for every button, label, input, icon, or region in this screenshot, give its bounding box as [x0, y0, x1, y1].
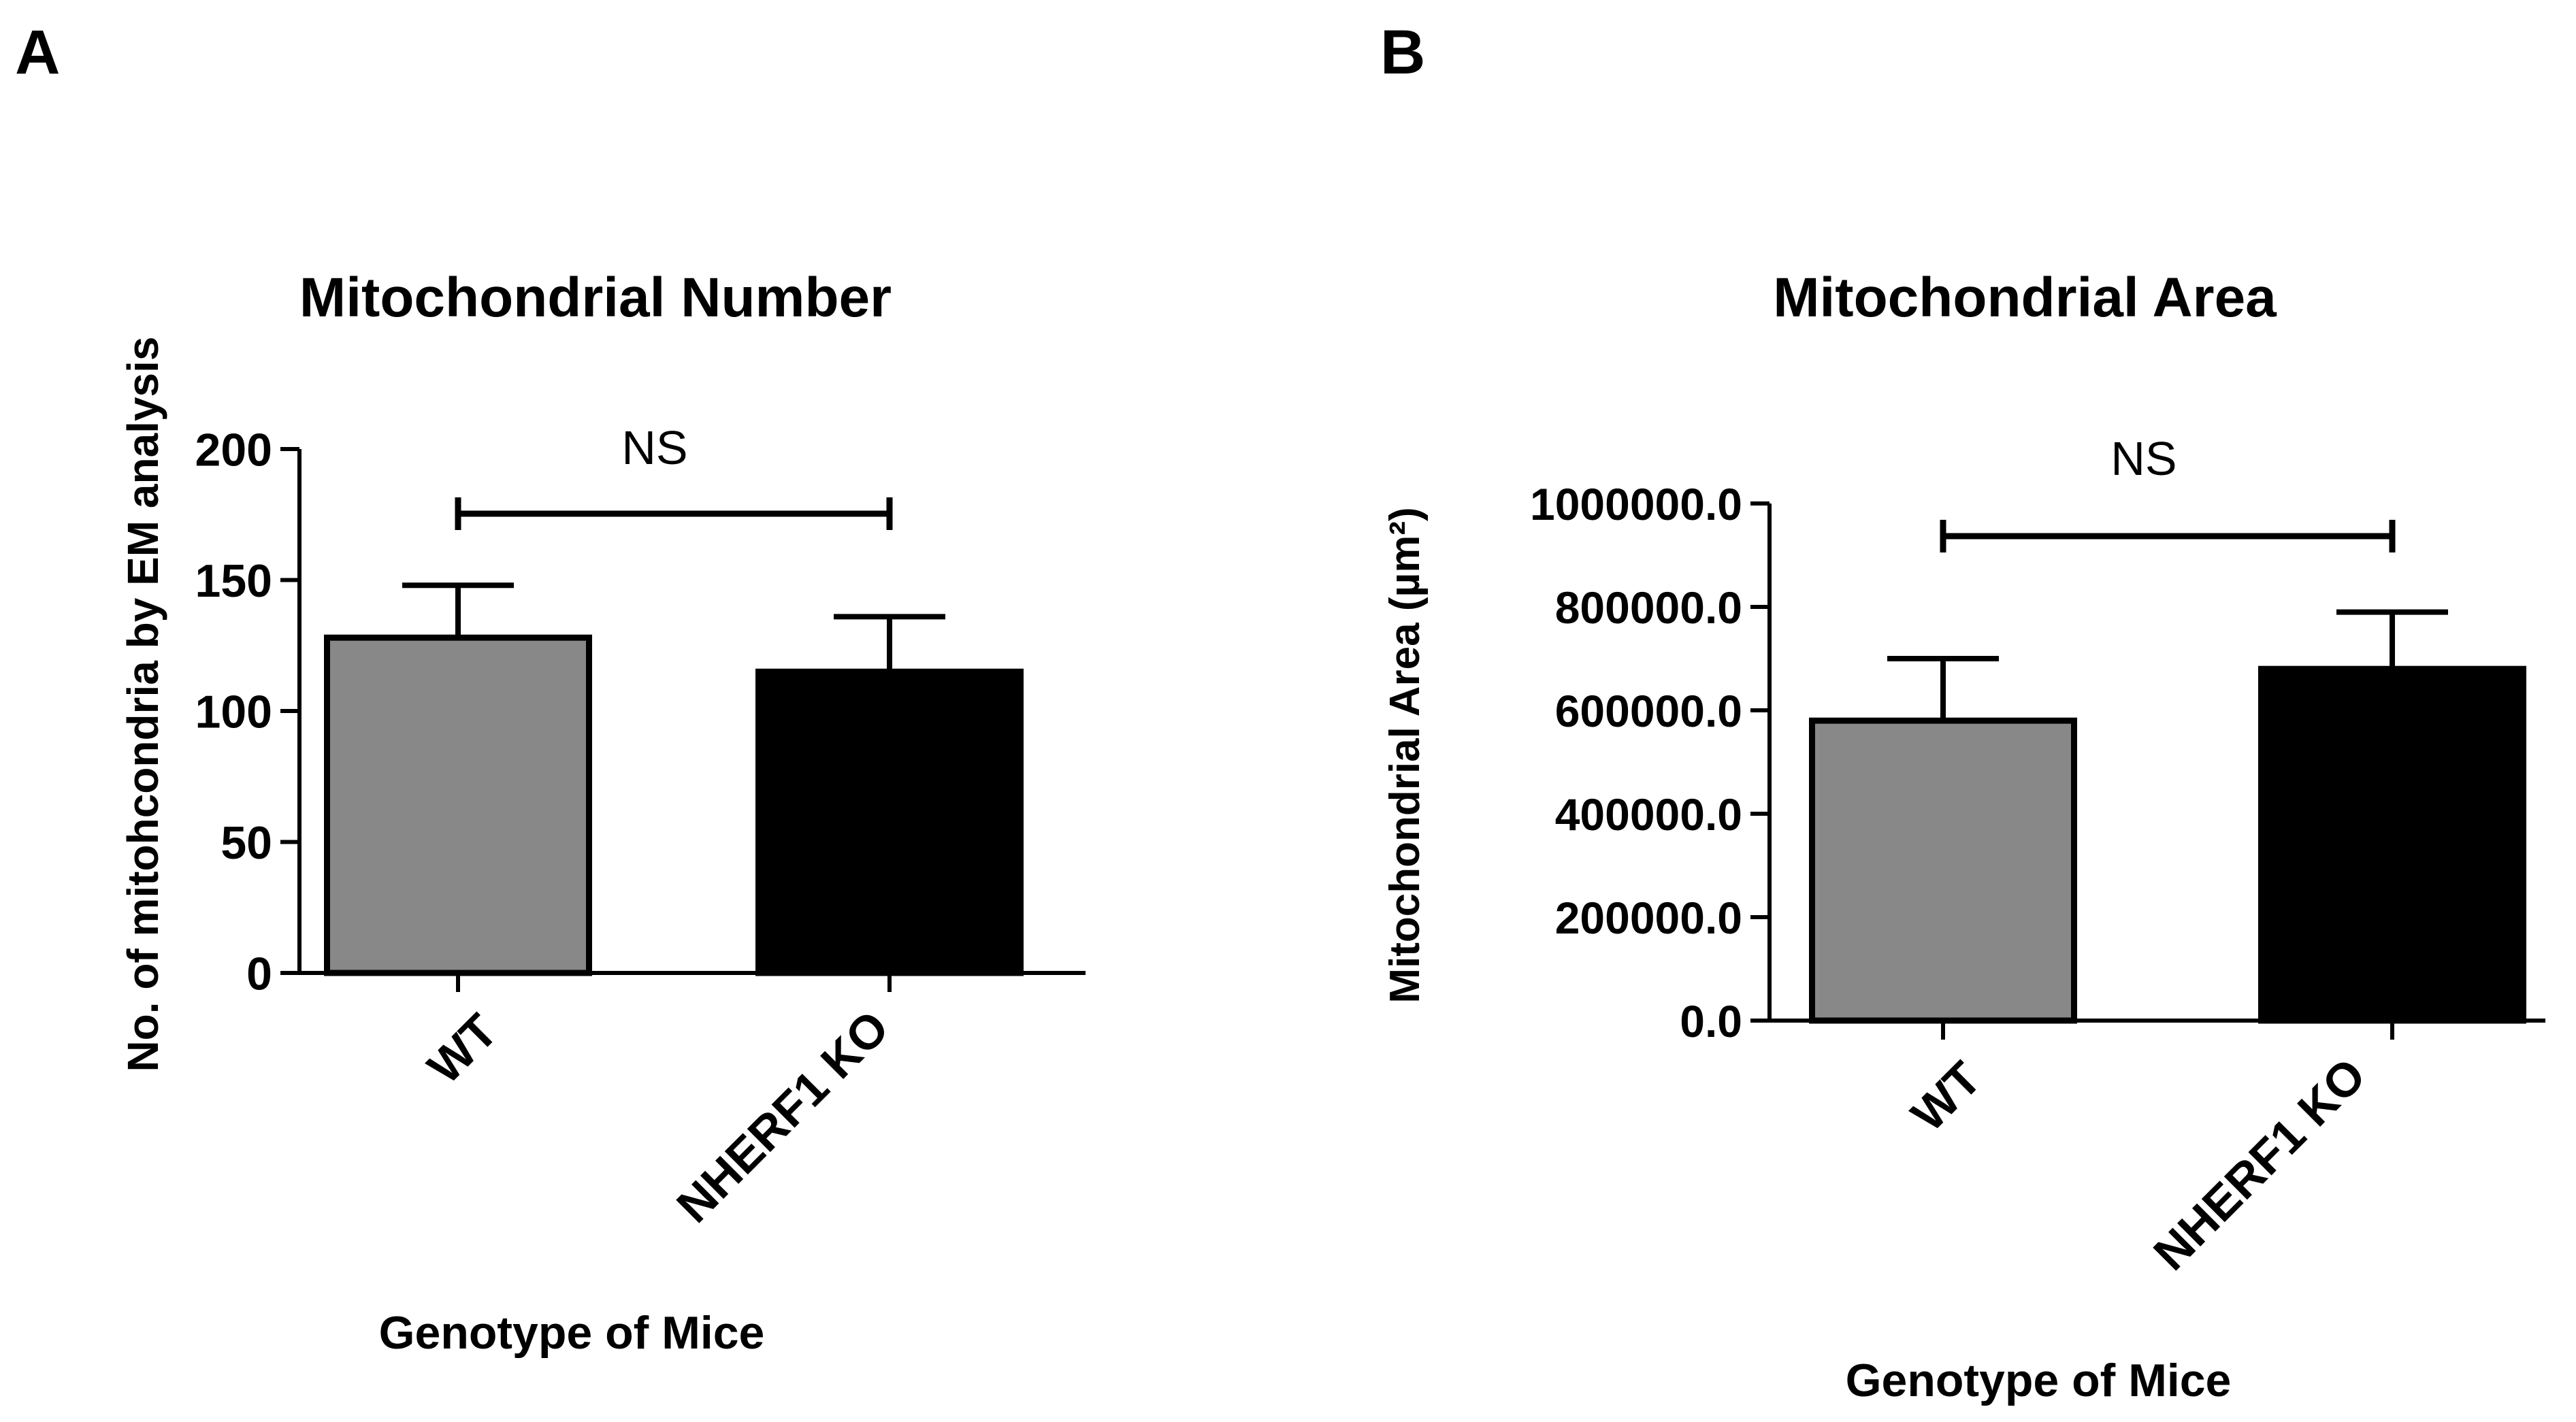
y-tick-label: 800000.0	[1555, 582, 1742, 633]
y-tick-label: 200000.0	[1555, 893, 1742, 943]
y-axis-label: Mitochondrial Area (µm²)	[1382, 507, 1429, 1003]
y-tick-label: 50	[221, 817, 272, 869]
chart-title: Mitochondrial Area	[1773, 267, 2277, 329]
x-category-label: WT	[1901, 1051, 1991, 1141]
x-categories: WT NHERF1 KO	[1901, 1048, 2375, 1280]
y-tick-label: 100	[195, 686, 272, 738]
bars	[324, 582, 1024, 992]
significance-label: NS	[2110, 432, 2176, 485]
bar	[1809, 717, 2077, 1024]
y-tick-label: 0	[246, 948, 272, 999]
panel-label: B	[1380, 18, 1425, 87]
y-tick-label: 0.0	[1680, 996, 1742, 1046]
y-ticks: 0 50 100 150 200	[195, 424, 299, 999]
chart-title: Mitochondrial Number	[299, 267, 892, 329]
axes	[1767, 503, 2545, 1023]
x-category-label: NHERF1 KO	[666, 1000, 898, 1232]
significance-bracket	[1940, 520, 2396, 552]
x-categories: WT NHERF1 KO	[417, 1000, 898, 1232]
x-category-label: WT	[417, 1004, 507, 1093]
y-tick-label: 600000.0	[1555, 686, 1742, 736]
x-axis-label: Genotype of Mice	[379, 1307, 765, 1359]
bar	[755, 668, 1024, 976]
y-tick-label: 400000.0	[1555, 789, 1742, 840]
panel-b: B Mitochondrial Area Mitochondrial Area …	[1380, 18, 2545, 1406]
x-axis-label: Genotype of Mice	[1846, 1355, 2232, 1406]
bar	[2258, 665, 2526, 1024]
y-ticks: 0.0 200000.0 400000.0 600000.0 800000.0 10000…	[1530, 479, 1770, 1046]
axes	[297, 449, 1086, 975]
panel-a: A Mitochondrial Number No. of mitohcondr…	[15, 18, 1086, 1359]
panel-label: A	[15, 18, 60, 87]
y-tick-label: 150	[195, 555, 272, 607]
y-axis-label: No. of mitohcondria by EM analysis	[118, 336, 167, 1072]
bars	[1809, 609, 2526, 1040]
x-category-label: NHERF1 KO	[2143, 1048, 2375, 1280]
y-tick-label: 200	[195, 424, 272, 476]
significance-bracket	[455, 497, 893, 530]
significance-label: NS	[621, 421, 687, 474]
y-tick-label: 1000000.0	[1530, 479, 1742, 529]
bar	[324, 634, 592, 976]
